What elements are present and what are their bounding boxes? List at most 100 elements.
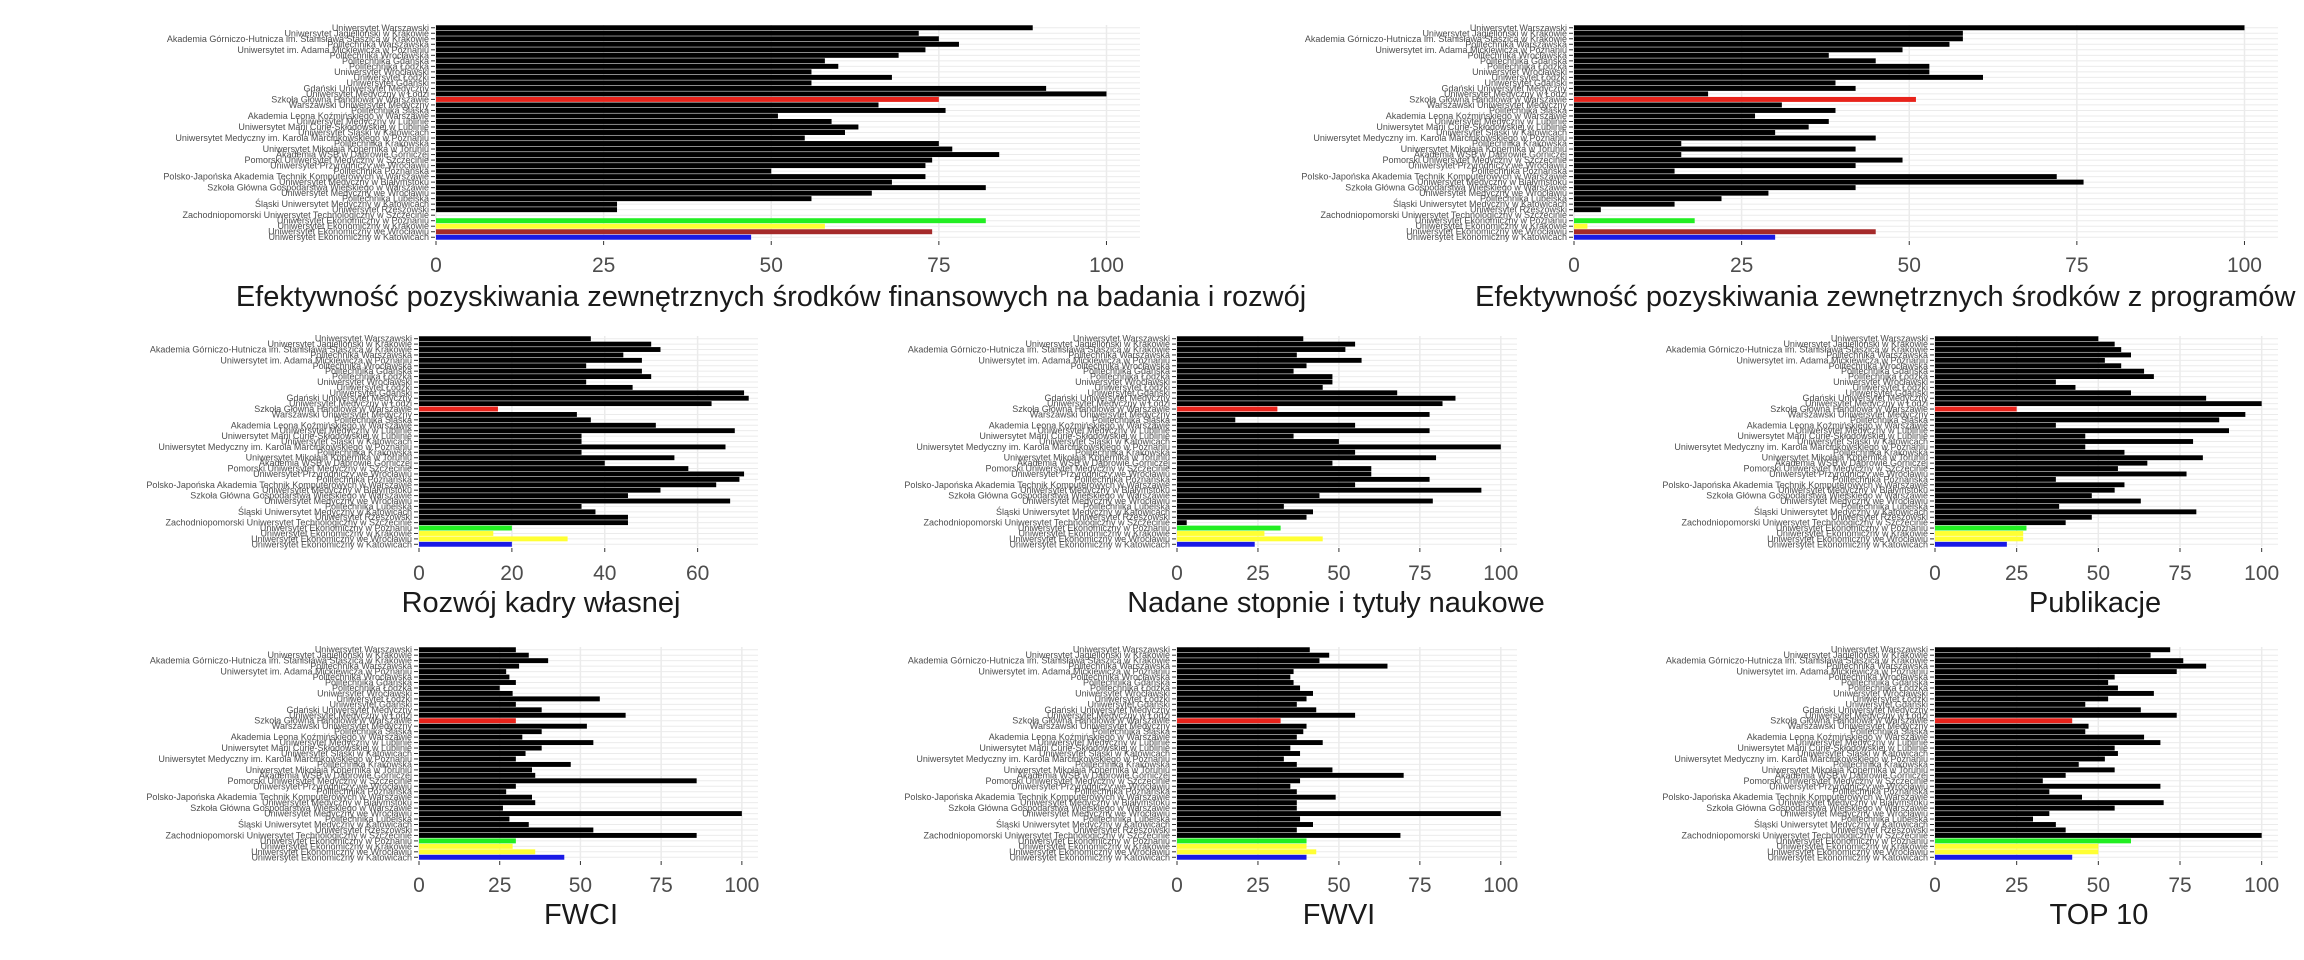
bar [419, 493, 628, 499]
bar [1935, 761, 2079, 767]
x-tick-label: 100 [2244, 562, 2279, 585]
bar [1177, 800, 1297, 806]
x-tick-label: 40 [593, 562, 616, 585]
category-label: Zachodniopomorski Uniwersytet Technologi… [166, 830, 412, 840]
bar [1177, 374, 1333, 380]
category-label: Szkoła Główna Handlowa w Warszawie [1409, 94, 1567, 104]
bar [1935, 669, 2177, 675]
category-label: Akademia Leona Koźmińskiego w Warszawie [1747, 420, 1928, 430]
category-label: Uniwersytet Śląski w Katowicach [298, 127, 429, 138]
category-label: Politechnika Łódzka [349, 61, 429, 71]
category-label: Warszawski Uniwersytet Medyczny [1030, 409, 1171, 419]
bar [1177, 428, 1430, 434]
bar [1574, 185, 1856, 191]
category-label: Politechnika Gdańska [325, 366, 412, 376]
bar [1935, 482, 2125, 488]
category-label: Warszawski Uniwersytet Medyczny [289, 100, 430, 110]
panel-title: Nadane stopnie i tytuły naukowe [1127, 587, 1545, 619]
bar [419, 712, 626, 718]
bar [419, 690, 513, 696]
bar [1935, 466, 2118, 471]
bar [1935, 854, 2073, 860]
category-label: Uniwersytet Jagielloński w Krakowie [1783, 339, 1928, 349]
category-label: Uniwersytet Jagielloński w Krakowie [284, 28, 429, 38]
category-label: Akademia Górniczo-Hutnicza im. Stanisław… [150, 345, 412, 355]
bar [1935, 341, 2115, 347]
category-label: Uniwersytet Warszawski [1470, 23, 1567, 33]
category-label: Warszawski Uniwersytet Medyczny [1427, 100, 1568, 110]
bar [1177, 379, 1333, 385]
category-label: Polsko-Japońska Akademia Technik Kompute… [1662, 792, 1928, 802]
bar [419, 740, 594, 746]
bar [1177, 832, 1401, 838]
category-label: Uniwersytet Przyrodniczy we Wrocławiu [1011, 469, 1170, 479]
bar [419, 822, 529, 827]
category-label: Uniwersytet Ekonomiczny w Krakowie [1776, 528, 1928, 538]
category-label: Uniwersytet Ekonomiczny we Wrocławiu [251, 534, 412, 544]
category-label: Uniwersytet Rzeszowski [1073, 825, 1170, 835]
category-label: Uniwersytet Ekonomiczny w Katowicach [251, 539, 412, 549]
bar [1574, 168, 1675, 174]
category-label: Śląski Uniwersytet Medyczny w Katowicach [1754, 506, 1928, 517]
bar [419, 444, 726, 450]
category-label: Politechnika Wrocławska [1829, 361, 1928, 371]
bar [1177, 417, 1236, 423]
category-label: Politechnika Łódzka [1487, 61, 1567, 71]
category-label: Szkoła Główna Gospodarstwa Wiejskiego w … [948, 803, 1170, 813]
bar [419, 536, 568, 542]
category-label: Politechnika Warszawska [1826, 350, 1928, 360]
x-tick-label: 100 [2227, 254, 2262, 277]
category-label: Politechnika Poznańska [1832, 787, 1928, 797]
bar [1935, 680, 2109, 685]
bar [1935, 439, 2194, 444]
category-label: Politechnika Gdańska [1841, 678, 1928, 688]
bar [436, 30, 919, 36]
x-tick-label: 0 [1171, 562, 1183, 585]
category-label: Politechnika Gdańska [342, 56, 429, 66]
bar [419, 827, 594, 833]
category-label: Uniwersytet Wrocławski [334, 67, 429, 77]
category-label: Politechnika Śląska [334, 726, 412, 737]
bar [1574, 85, 1856, 91]
category-label: Polsko-Japońska Akademia Technik Kompute… [904, 792, 1170, 802]
category-label: Uniwersytet Medyczny we Wrocławiu [1780, 809, 1928, 819]
category-label: Pomorski Uniwersytet Medyczny w Szczecin… [227, 464, 412, 474]
bar [419, 761, 571, 767]
bar [419, 800, 536, 806]
bar [419, 811, 742, 817]
bar [436, 113, 778, 119]
bar [1177, 482, 1356, 488]
x-tick-label: 50 [1898, 254, 1921, 277]
bar [1935, 417, 2220, 423]
bar [1574, 25, 2245, 31]
bar [1935, 363, 2122, 369]
bar [1935, 740, 2161, 746]
bar [419, 514, 628, 520]
bar [1177, 498, 1433, 504]
bar [419, 701, 516, 707]
category-label: Uniwersytet Ekonomiczny w Krakowie [260, 841, 412, 851]
x-tick-label: 0 [413, 562, 425, 585]
bar [419, 428, 735, 434]
bar [436, 196, 812, 202]
category-label: Uniwersytet Łódzki [1094, 382, 1170, 392]
bar [1574, 58, 1876, 64]
category-label: Politechnika Krakowska [1075, 759, 1170, 769]
category-label: Uniwersytet Wrocławski [317, 688, 412, 698]
bar [1935, 729, 2086, 735]
bar [1177, 466, 1372, 471]
bar [1177, 487, 1482, 493]
bar [1935, 390, 2131, 396]
bar [436, 102, 879, 108]
bar [1935, 433, 2086, 439]
bar [419, 417, 591, 423]
category-label: Uniwersytet Medyczny we Wrocławiu [281, 188, 429, 198]
bar [419, 531, 494, 536]
bar [1177, 647, 1310, 653]
category-label: Akademia Górniczo-Hutnicza im. Stanisław… [167, 34, 429, 44]
bar [436, 146, 953, 152]
category-label: Uniwersytet Śląski w Katowicach [1797, 436, 1928, 447]
category-label: Uniwersytet Rzeszowski [315, 512, 412, 522]
category-label: Politechnika Lubelska [325, 501, 412, 511]
